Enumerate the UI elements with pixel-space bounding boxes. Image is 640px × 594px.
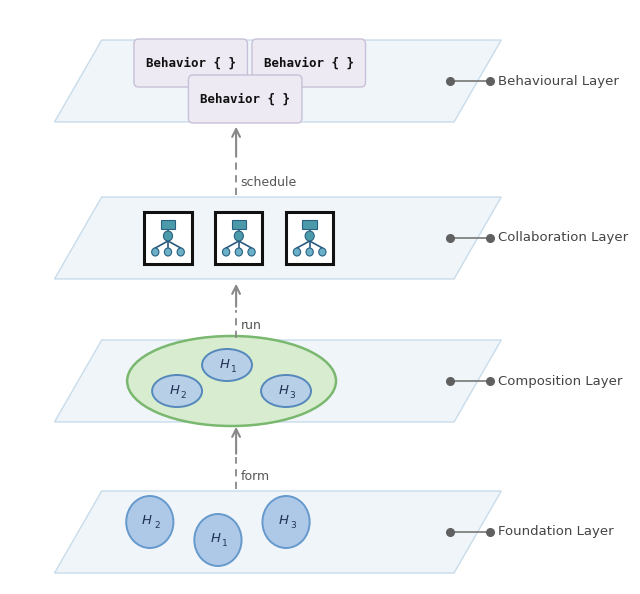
Circle shape xyxy=(152,248,159,256)
Text: 2: 2 xyxy=(180,390,186,400)
Text: H: H xyxy=(170,384,179,397)
Text: schedule: schedule xyxy=(241,176,297,189)
Circle shape xyxy=(306,248,314,256)
Circle shape xyxy=(223,248,230,256)
Circle shape xyxy=(234,231,243,241)
FancyBboxPatch shape xyxy=(252,39,365,87)
Circle shape xyxy=(177,248,184,256)
Circle shape xyxy=(164,248,172,256)
FancyBboxPatch shape xyxy=(188,75,302,123)
Text: Behavior { }: Behavior { } xyxy=(200,93,290,106)
Text: 3: 3 xyxy=(291,522,296,530)
Polygon shape xyxy=(54,197,501,279)
Text: Behavioural Layer: Behavioural Layer xyxy=(498,74,618,87)
Bar xyxy=(161,220,175,229)
Text: Composition Layer: Composition Layer xyxy=(498,374,622,387)
Circle shape xyxy=(293,248,301,256)
Text: form: form xyxy=(241,470,270,483)
Bar xyxy=(286,212,333,264)
Text: H: H xyxy=(210,532,220,545)
Bar xyxy=(145,212,191,264)
FancyBboxPatch shape xyxy=(134,39,248,87)
Text: 2: 2 xyxy=(154,522,160,530)
Text: H: H xyxy=(278,513,289,526)
Text: 3: 3 xyxy=(289,390,295,400)
Text: H: H xyxy=(220,358,229,371)
Text: Behavior { }: Behavior { } xyxy=(264,56,354,69)
Circle shape xyxy=(126,496,173,548)
Polygon shape xyxy=(54,40,501,122)
Circle shape xyxy=(195,514,241,566)
Ellipse shape xyxy=(152,375,202,407)
Polygon shape xyxy=(54,340,501,422)
Circle shape xyxy=(262,496,310,548)
Bar xyxy=(232,220,246,229)
Text: H: H xyxy=(278,384,289,397)
Bar xyxy=(302,220,317,229)
Ellipse shape xyxy=(127,336,336,426)
Text: 1: 1 xyxy=(222,539,228,548)
Text: Foundation Layer: Foundation Layer xyxy=(498,526,613,539)
Circle shape xyxy=(248,248,255,256)
Text: Behavior { }: Behavior { } xyxy=(146,56,236,69)
Text: H: H xyxy=(142,513,152,526)
Circle shape xyxy=(235,248,243,256)
Bar xyxy=(215,212,262,264)
Ellipse shape xyxy=(261,375,311,407)
Ellipse shape xyxy=(202,349,252,381)
Circle shape xyxy=(305,231,314,241)
Text: run: run xyxy=(241,319,262,332)
Text: 1: 1 xyxy=(230,365,236,374)
Circle shape xyxy=(163,231,173,241)
Circle shape xyxy=(319,248,326,256)
Polygon shape xyxy=(54,491,501,573)
Text: Collaboration Layer: Collaboration Layer xyxy=(498,232,628,245)
